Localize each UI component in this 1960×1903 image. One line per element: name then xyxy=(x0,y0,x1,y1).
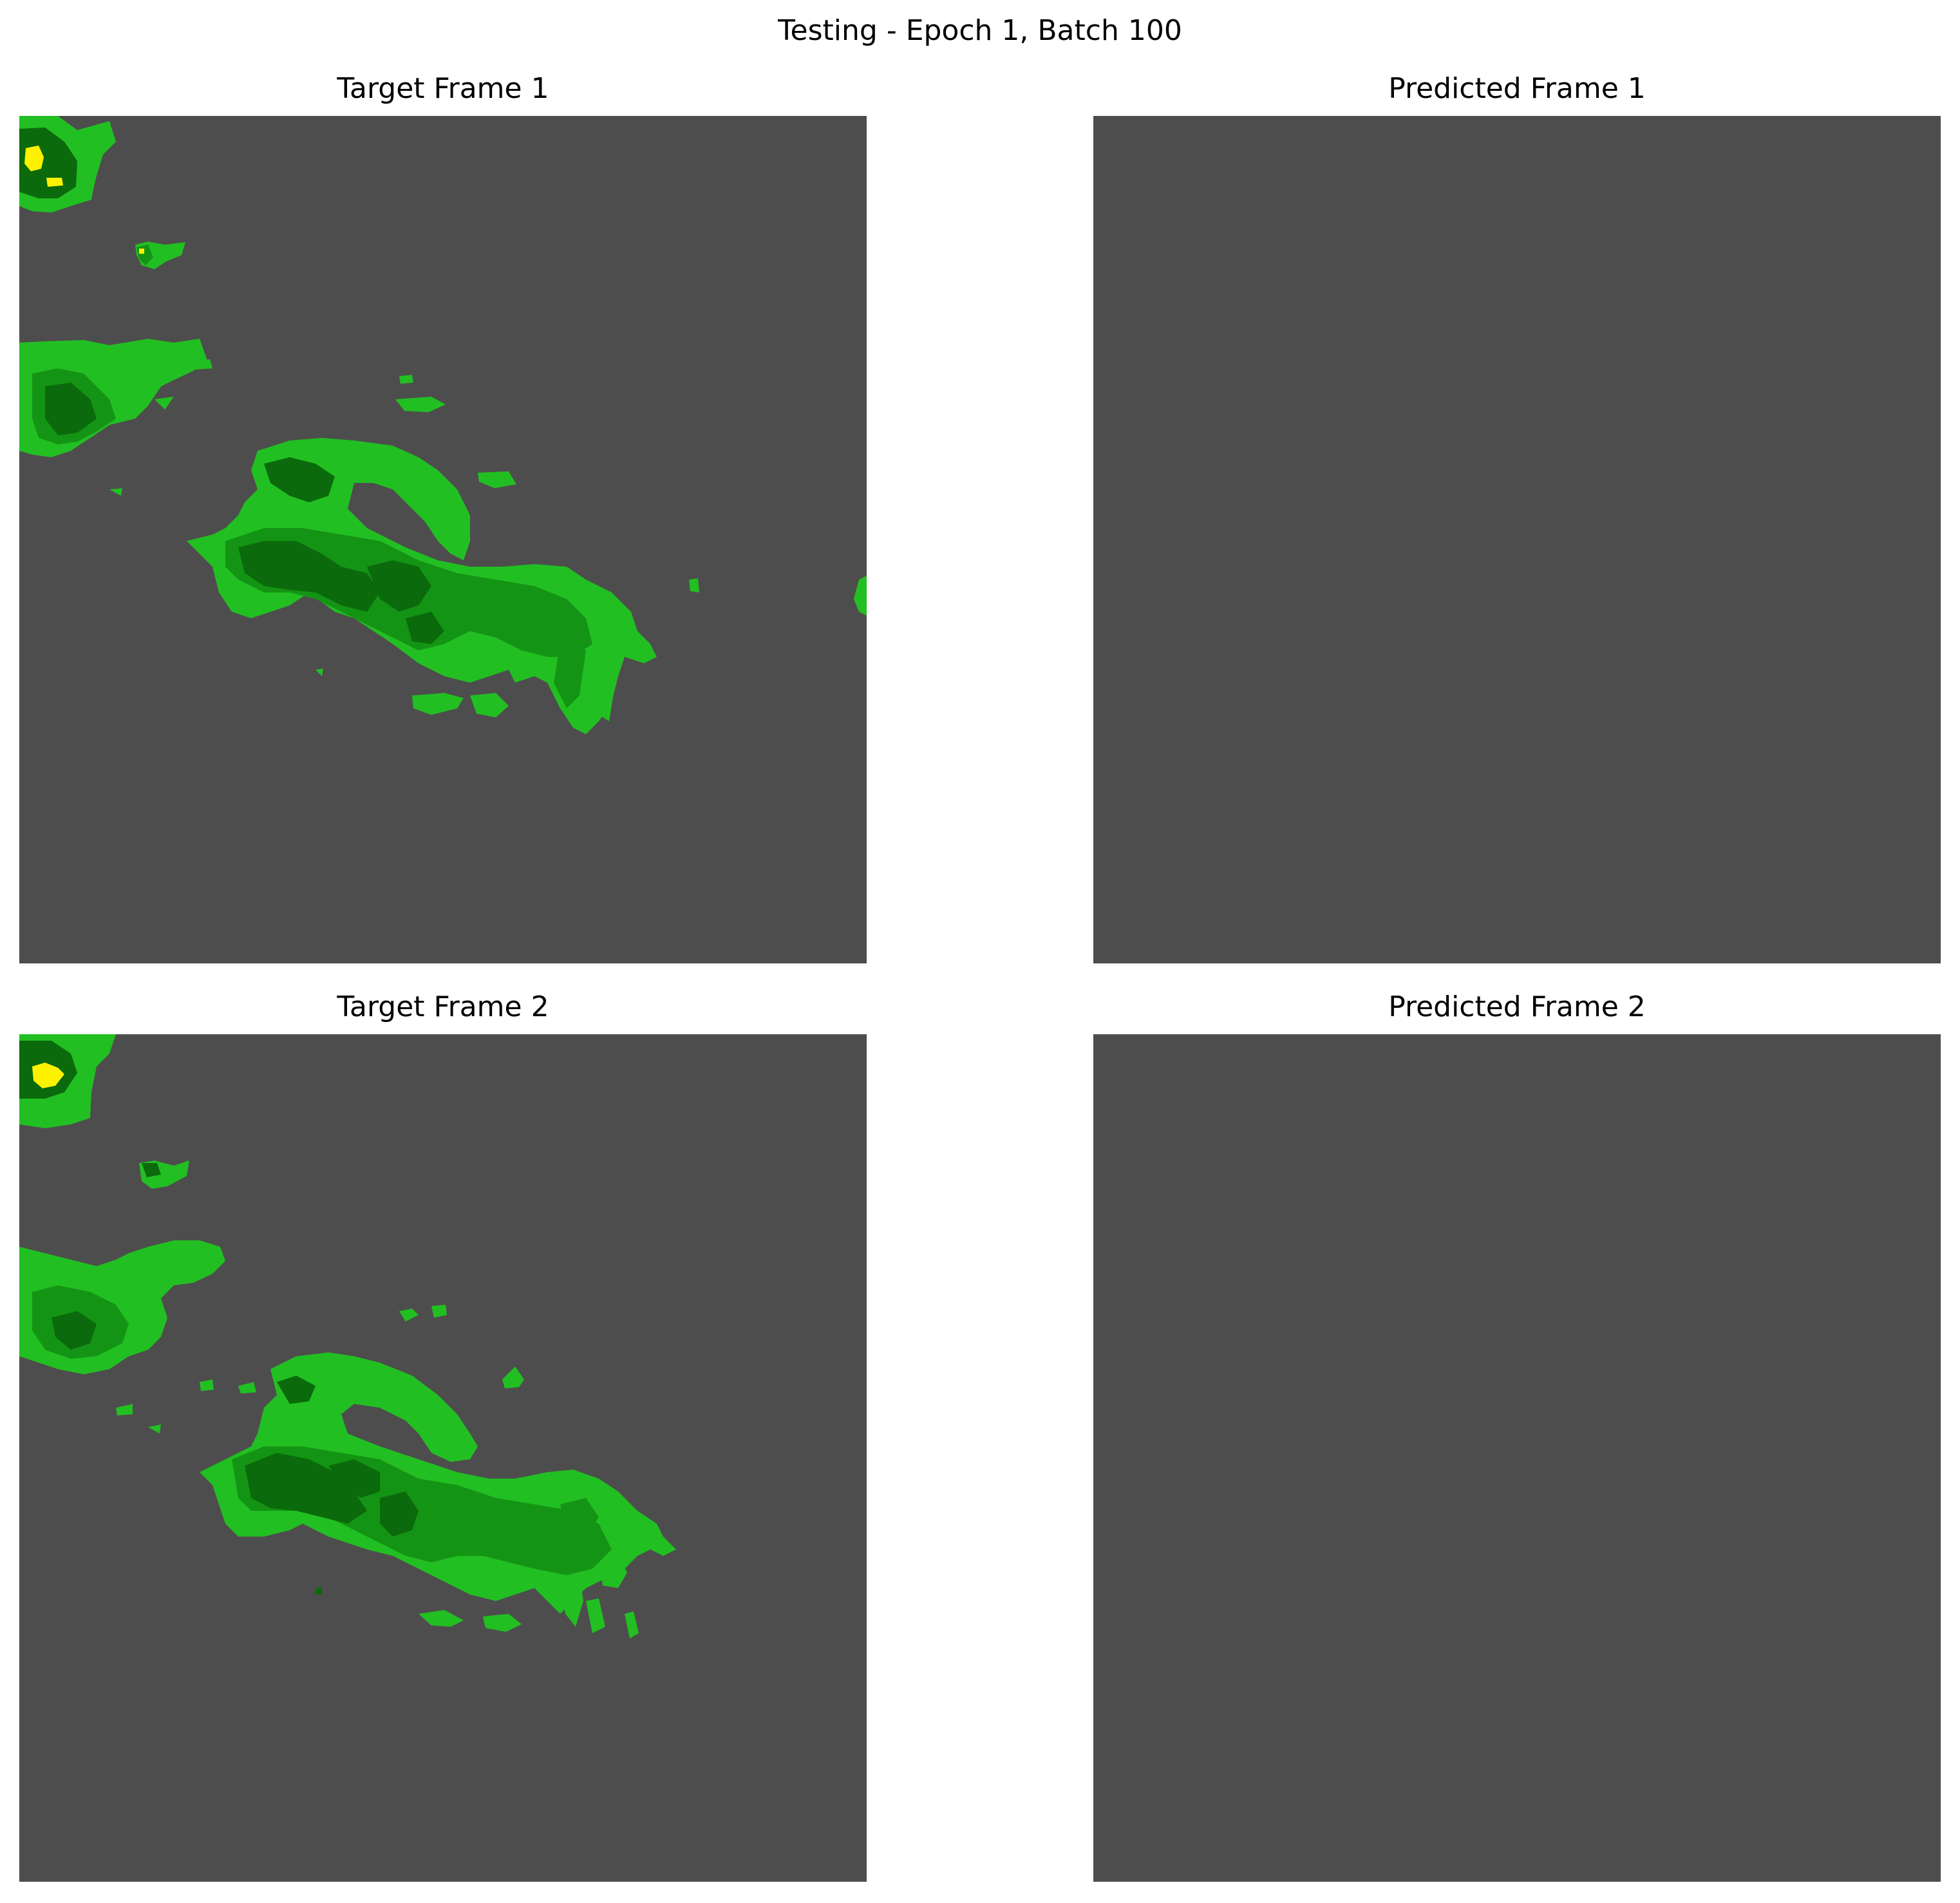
target-frame-1-image xyxy=(19,116,867,963)
target-frame-2-title: Target Frame 2 xyxy=(337,990,549,1023)
radar-echo-map xyxy=(19,1034,676,1638)
figure-title: Testing - Epoch 1, Batch 100 xyxy=(778,14,1182,47)
predicted-frame-2-title: Predicted Frame 2 xyxy=(1388,990,1646,1023)
predicted-frame-1-image xyxy=(1093,116,1941,963)
radar-echo-map xyxy=(19,116,867,734)
predicted-frame-1-title: Predicted Frame 1 xyxy=(1388,72,1646,105)
target-frame-1-title: Target Frame 1 xyxy=(337,72,549,105)
predicted-frame-2-image xyxy=(1093,1034,1941,1882)
target-frame-2-image xyxy=(19,1034,867,1882)
